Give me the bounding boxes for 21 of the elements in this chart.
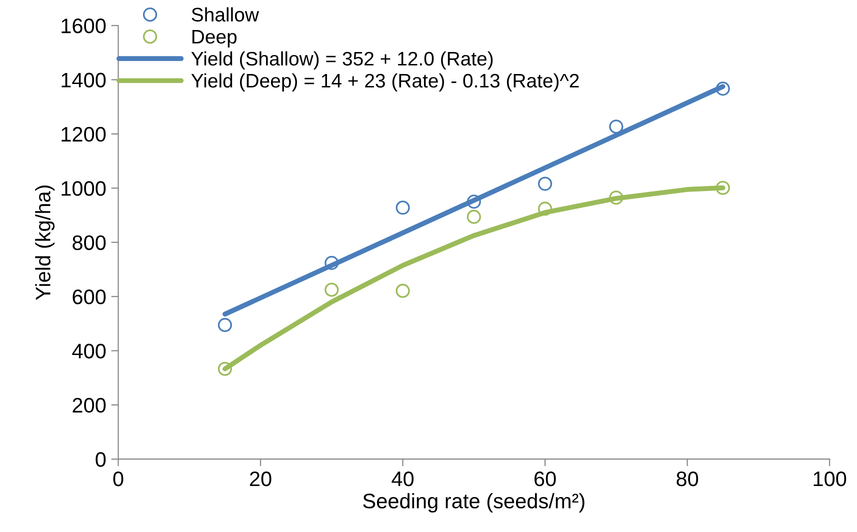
x-tick-label: 0 xyxy=(113,471,124,486)
y-axis-title: Yield (kg/ha) xyxy=(35,186,55,300)
legend-label: Yield (Shallow) = 352 + 12.0 (Rate) xyxy=(191,51,493,70)
legend-label: Deep xyxy=(192,30,237,48)
x-tick-label: 60 xyxy=(534,471,556,486)
y-tick-label: 600 xyxy=(72,290,106,304)
legend-label: Yield (Deep) = 14 + 23 (Rate) - 0.13 (Rate)^2 xyxy=(191,73,579,92)
y-tick-label: 800 xyxy=(72,235,106,250)
x-tick-label: 40 xyxy=(392,471,414,486)
x-axis-title: Seeding rate (seeds/m²) xyxy=(363,493,584,513)
x-tick-label: 100 xyxy=(814,471,846,486)
x-tick-label: 80 xyxy=(676,471,698,486)
y-tick-label: 1200 xyxy=(62,126,106,142)
y-tick-label: 0 xyxy=(96,452,106,467)
y-tick-label: 400 xyxy=(72,344,106,358)
legend-label: Shallow xyxy=(192,7,260,22)
y-tick-label: 1400 xyxy=(62,72,106,88)
y-tick-label: 200 xyxy=(72,398,106,413)
y-tick-label: 1000 xyxy=(62,181,106,196)
y-tick-label: 1600 xyxy=(62,18,106,34)
x-tick-label: 20 xyxy=(250,471,272,486)
